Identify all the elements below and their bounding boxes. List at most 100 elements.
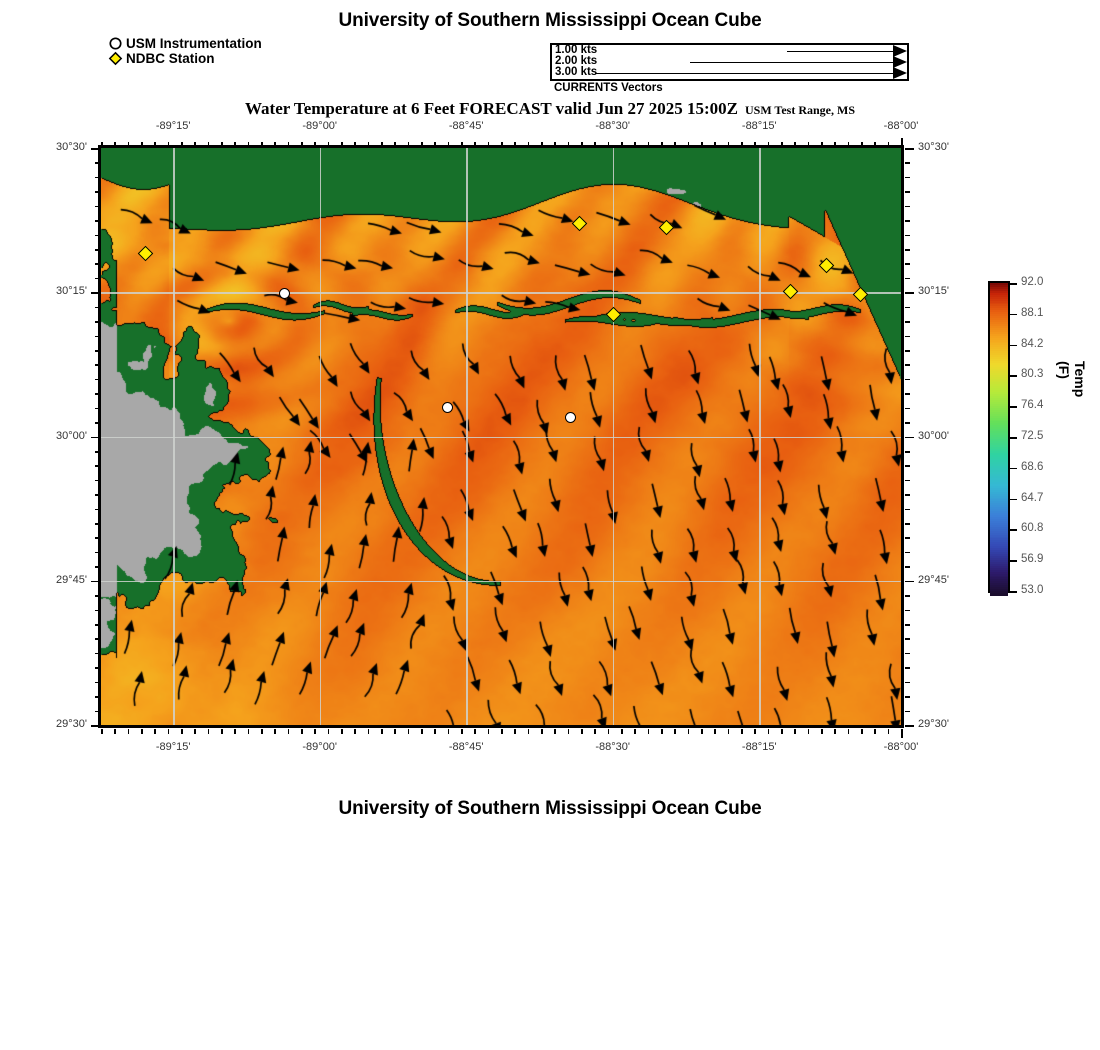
colorbar-segment	[990, 343, 1008, 346]
colorbar-segment	[990, 493, 1008, 497]
colorbar-segment	[990, 479, 1008, 483]
tick-bottom-minor	[421, 729, 423, 734]
colorbar-segment	[990, 388, 1008, 391]
tick-left-minor	[95, 277, 100, 280]
tick-left-minor	[95, 508, 100, 511]
tick-top-minor	[154, 142, 156, 147]
tick-right-minor	[905, 624, 910, 626]
y-axis-label-left: 30°15'	[56, 285, 87, 298]
colorbar-segment	[990, 362, 1008, 366]
tick-bottom-minor	[674, 729, 676, 734]
tick-left-minor	[95, 551, 100, 554]
tick-left-major	[91, 436, 100, 439]
colorbar-segment	[990, 532, 1008, 536]
colorbar-segment	[990, 423, 1008, 426]
colorbar-segment	[990, 593, 1008, 596]
tick-top-minor	[687, 142, 690, 147]
colorbar-segment	[990, 499, 1008, 502]
tick-bottom-minor	[114, 729, 116, 734]
tick-bottom-minor	[567, 729, 570, 734]
tick-top-minor	[487, 142, 490, 147]
tick-bottom-minor	[781, 729, 783, 734]
y-axis-label-right: 30°15'	[918, 285, 949, 298]
colorbar-segment	[990, 361, 1008, 364]
tick-bottom-minor	[207, 729, 210, 734]
usm-instrumentation-marker[interactable]	[278, 288, 290, 300]
tick-top-minor	[647, 142, 650, 147]
tick-right-minor	[905, 595, 910, 597]
tick-left-minor	[95, 191, 100, 193]
tick-bottom-minor	[514, 729, 516, 734]
tick-bottom-minor	[874, 729, 876, 734]
colorbar-segment	[990, 292, 1008, 296]
legend-item-ndbc-station: NDBC Station	[108, 51, 262, 66]
tick-right-minor	[905, 465, 910, 467]
x-axis-label-top: -89°15'	[155, 120, 191, 132]
tick-top-minor	[861, 142, 863, 147]
colorbar-tick	[1010, 313, 1017, 316]
colorbar-segment	[990, 503, 1008, 506]
tick-bottom-minor	[607, 729, 610, 734]
colorbar-tick-label: 88.1	[1021, 306, 1044, 319]
tick-left-major	[91, 148, 100, 150]
colorbar-gradient	[988, 281, 1010, 596]
tick-bottom-minor	[767, 729, 770, 734]
colorbar-segment	[990, 310, 1008, 313]
tick-bottom-minor	[287, 729, 290, 734]
tick-top-minor	[421, 142, 423, 147]
tick-top-minor	[541, 142, 543, 147]
tick-right-minor	[905, 191, 910, 193]
colorbar-segment	[990, 515, 1008, 518]
diamond-marker-icon	[108, 51, 123, 66]
colorbar-segment	[990, 322, 1008, 325]
tick-top-minor	[701, 142, 703, 147]
colorbar-segment	[990, 573, 1008, 577]
colorbar-segment	[990, 431, 1008, 434]
temperature-map[interactable]	[98, 145, 904, 728]
tick-right-minor	[905, 393, 910, 395]
colorbar-segment	[990, 577, 1008, 580]
y-axis-label-left: 30°30'	[56, 141, 87, 153]
tick-top-minor	[327, 142, 330, 147]
colorbar-segment	[990, 403, 1008, 407]
vector-shaft-3	[595, 73, 895, 74]
tick-top-minor	[754, 142, 756, 147]
colorbar-segment	[990, 386, 1008, 389]
colorbar-segment	[990, 345, 1008, 348]
tick-top-minor	[621, 142, 623, 147]
tick-top-minor	[634, 142, 636, 147]
colorbar-segment	[990, 294, 1008, 298]
colorbar-tick-label: 56.9	[1021, 553, 1044, 566]
colorbar-segment	[990, 302, 1008, 306]
vector-scale-label-1: 1.00 kts	[555, 44, 598, 56]
tick-top-minor	[274, 142, 276, 147]
colorbar-segment	[990, 517, 1008, 520]
colorbar-segment	[990, 409, 1008, 413]
tick-bottom-minor	[314, 729, 316, 734]
usm-instrumentation-marker[interactable]	[441, 402, 453, 414]
colorbar-segment	[990, 448, 1008, 452]
colorbar-segment	[990, 587, 1008, 590]
tick-right-minor	[905, 364, 910, 366]
tick-right-minor	[905, 551, 910, 554]
colorbar-segment	[990, 530, 1008, 534]
tick-bottom-minor	[327, 729, 330, 734]
tick-left-major	[91, 725, 100, 727]
currents-vector-scale-box: 1.00 kts 2.00 kts 3.00 kts	[550, 43, 909, 81]
tick-left-minor	[95, 162, 100, 165]
colorbar-segment	[990, 528, 1008, 532]
usm-instrumentation-marker[interactable]	[564, 412, 576, 424]
vector-shaft-2	[690, 62, 895, 63]
chart-subtitle: Water Temperature at 6 Feet FORECAST val…	[0, 99, 1100, 119]
tick-right-minor	[905, 609, 910, 612]
tick-left-minor	[95, 595, 100, 597]
tick-bottom-minor	[647, 729, 650, 734]
tick-top-minor	[767, 142, 770, 147]
colorbar-segment	[990, 283, 1008, 286]
tick-bottom-minor	[474, 729, 476, 734]
colorbar-segment	[990, 306, 1008, 309]
colorbar-segment	[990, 398, 1008, 401]
tick-top-minor	[194, 142, 196, 147]
tick-left-minor	[95, 638, 100, 641]
y-axis-label-left: 29°30'	[56, 718, 87, 730]
